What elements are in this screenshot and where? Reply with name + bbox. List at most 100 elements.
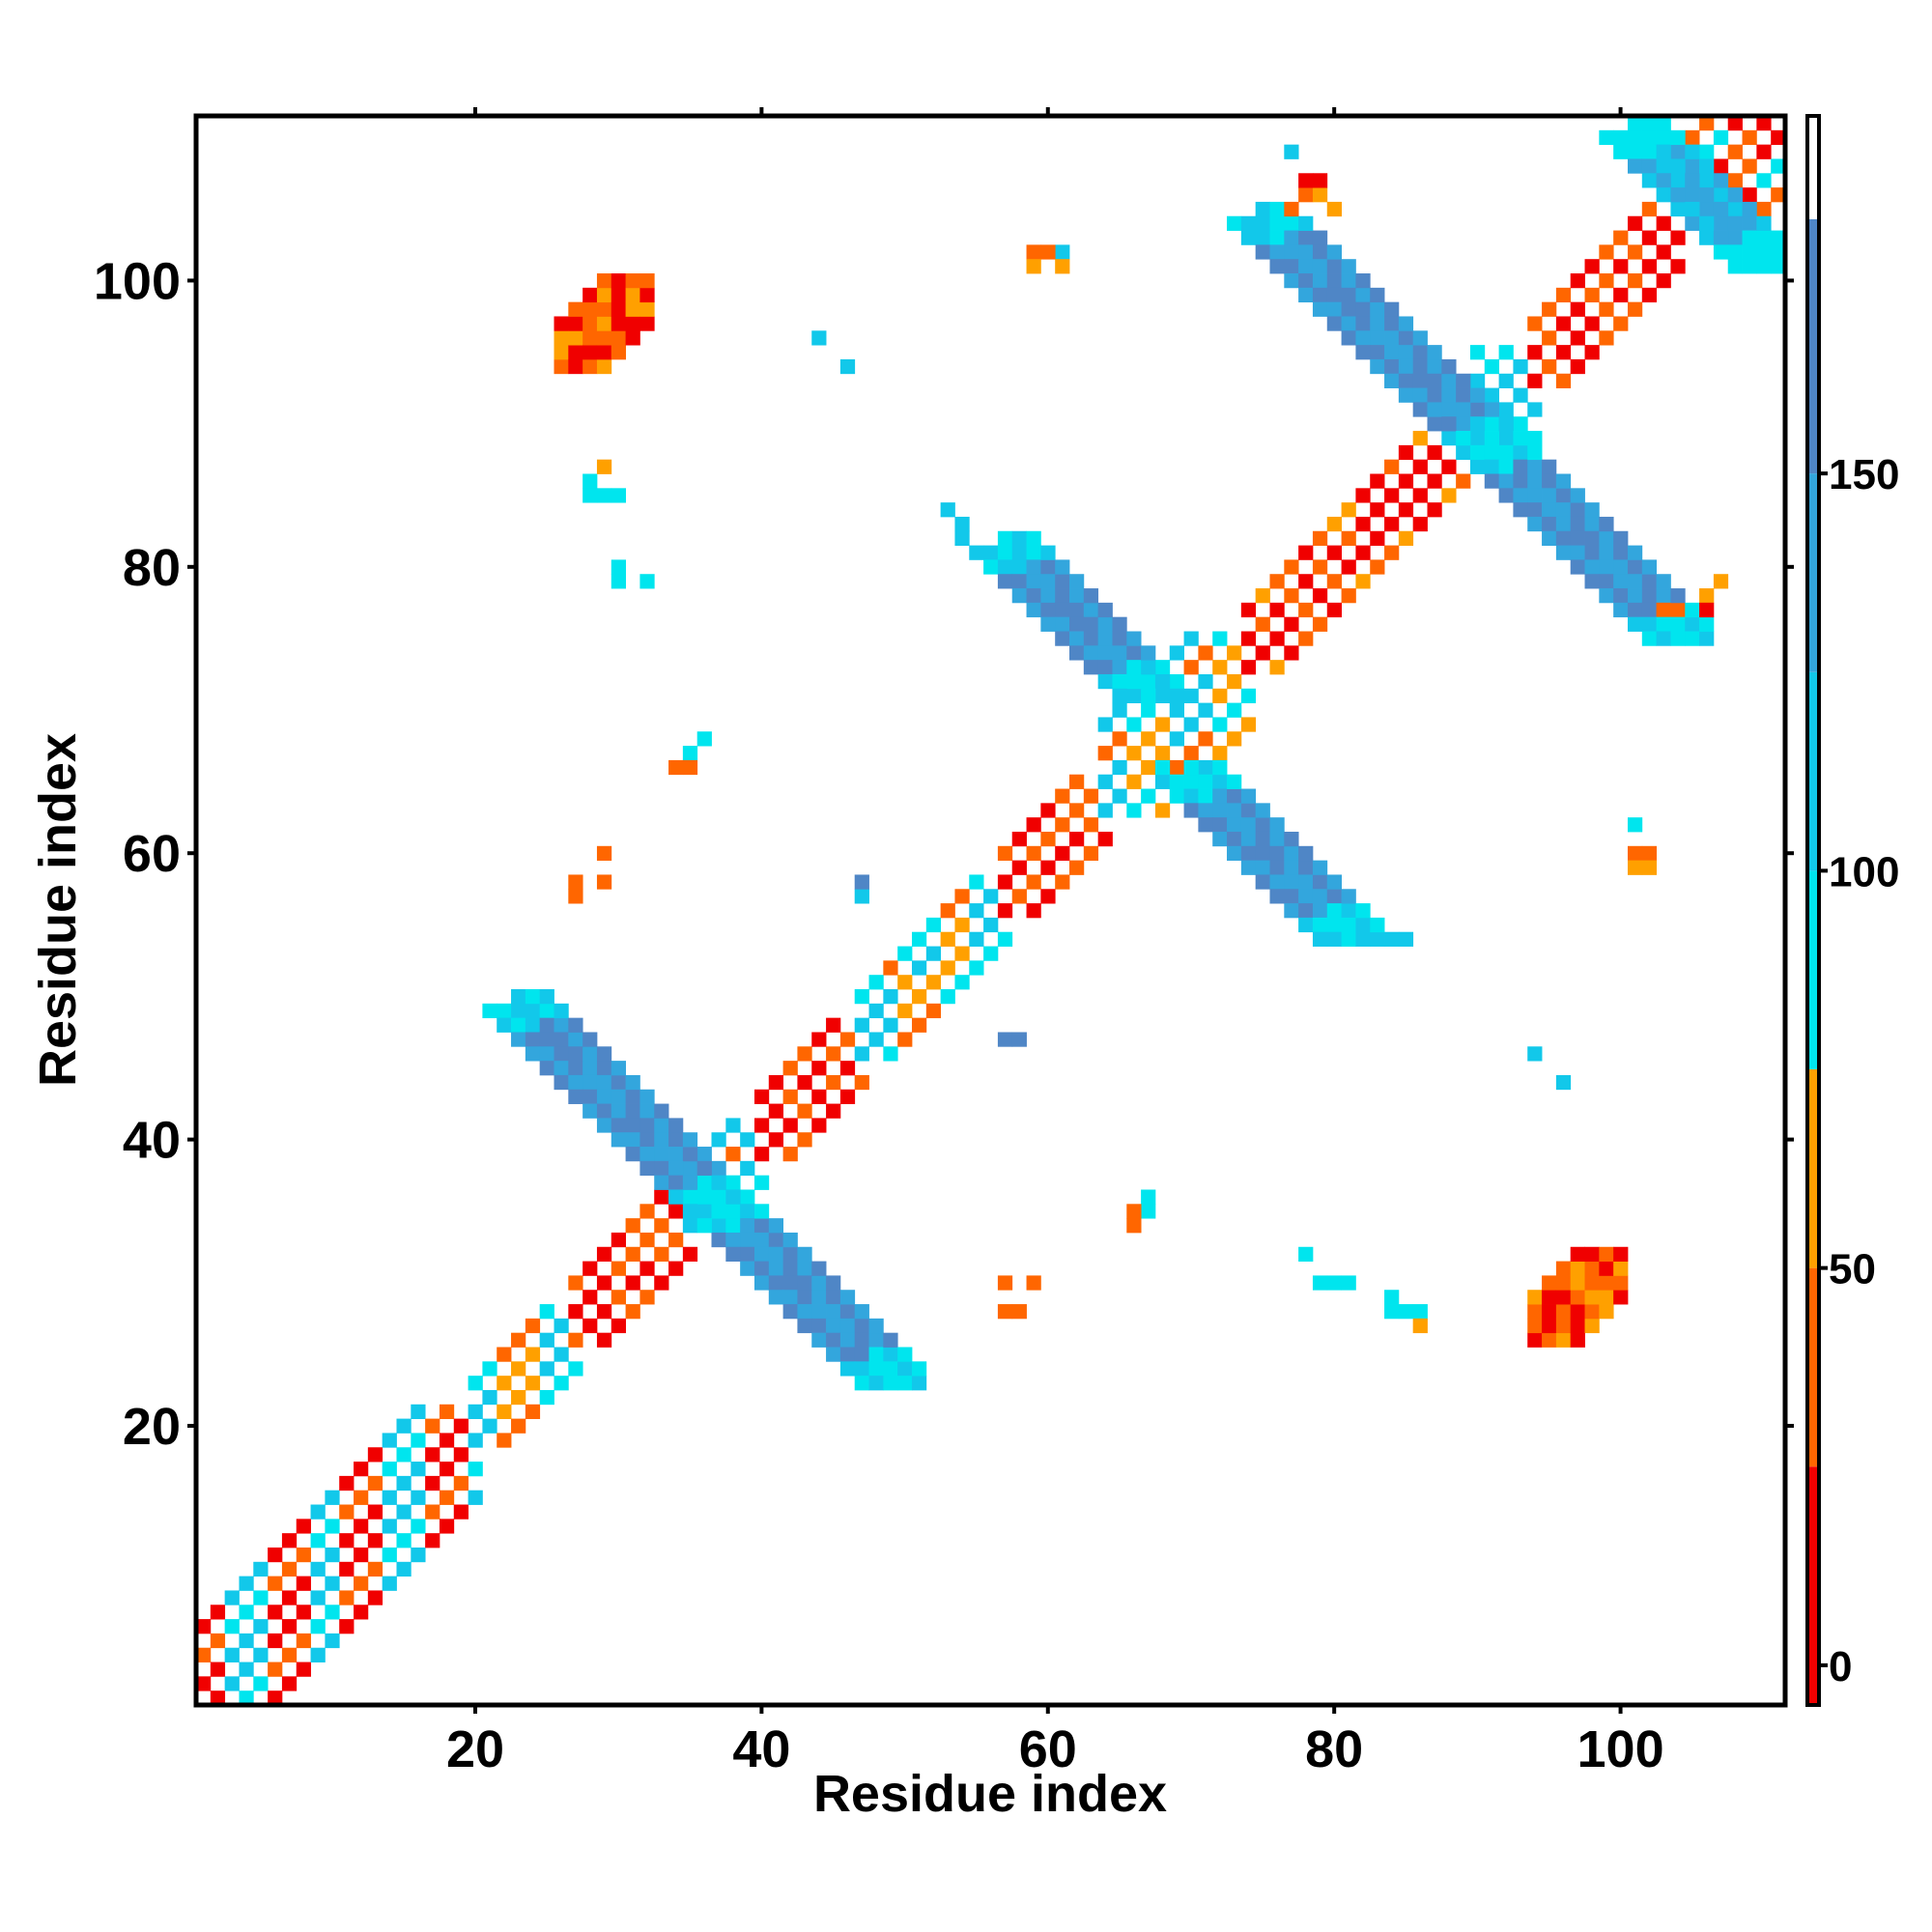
heatmap-cell bbox=[425, 1504, 440, 1520]
heatmap-cell bbox=[1141, 759, 1156, 776]
heatmap-cell bbox=[439, 1404, 455, 1419]
heatmap-cell bbox=[753, 1089, 770, 1104]
heatmap-cell bbox=[1498, 345, 1514, 360]
heatmap-cell bbox=[1326, 273, 1342, 289]
heatmap-cell bbox=[1312, 889, 1328, 904]
heatmap-cell bbox=[1613, 1246, 1629, 1262]
heatmap-cell bbox=[525, 1046, 541, 1062]
y-axis-ticks: 20 40 60 80 100 bbox=[94, 252, 1794, 1456]
heatmap-cell bbox=[1412, 488, 1428, 503]
heatmap-cell bbox=[1240, 688, 1257, 704]
heatmap-cell bbox=[983, 917, 999, 933]
heatmap-cell bbox=[611, 488, 626, 503]
heatmap-cell bbox=[1599, 574, 1614, 589]
heatmap-cell bbox=[1284, 874, 1299, 890]
heatmap-cell bbox=[883, 1332, 898, 1348]
colorbar-band bbox=[1807, 116, 1819, 219]
heatmap-cell bbox=[1298, 574, 1314, 589]
heatmap-cell bbox=[1613, 230, 1629, 245]
heatmap-cell bbox=[411, 1462, 426, 1477]
heatmap-cell bbox=[1771, 244, 1786, 260]
heatmap-cell bbox=[1326, 545, 1342, 560]
heatmap-cell bbox=[1613, 530, 1629, 546]
heatmap-cell bbox=[1584, 516, 1600, 532]
heatmap-cell bbox=[911, 989, 927, 1005]
heatmap-cell bbox=[1542, 530, 1557, 546]
heatmap-cell bbox=[1212, 631, 1228, 646]
heatmap-cell bbox=[711, 1204, 726, 1219]
heatmap-cell bbox=[1026, 574, 1041, 589]
heatmap-cell bbox=[554, 1061, 569, 1076]
heatmap-cell bbox=[1154, 759, 1171, 776]
heatmap-cell bbox=[725, 1175, 741, 1190]
heatmap-cell bbox=[654, 1147, 669, 1162]
heatmap-cell bbox=[411, 1404, 426, 1419]
heatmap-cell bbox=[396, 1447, 412, 1463]
heatmap-cell bbox=[897, 946, 913, 961]
heatmap-cell bbox=[1584, 559, 1600, 575]
colorbar-tick-label: 0 bbox=[1829, 1643, 1852, 1690]
heatmap-cell bbox=[868, 1361, 884, 1377]
heatmap-cell bbox=[711, 1175, 726, 1190]
heatmap-cell bbox=[511, 1003, 526, 1019]
heatmap-cell bbox=[539, 1032, 554, 1047]
heatmap-cell bbox=[997, 1275, 1013, 1291]
heatmap-cell bbox=[1212, 759, 1228, 776]
heatmap-cell bbox=[1627, 559, 1643, 575]
heatmap-cell bbox=[1670, 187, 1686, 203]
heatmap-cell bbox=[1713, 187, 1729, 203]
heatmap-cell bbox=[654, 1246, 669, 1262]
colorbar-frame bbox=[1805, 114, 1821, 1707]
heatmap-cell bbox=[997, 559, 1013, 575]
heatmap-cell bbox=[1097, 602, 1113, 618]
heatmap-cell bbox=[625, 316, 640, 331]
heatmap-cell bbox=[1284, 230, 1299, 245]
heatmap-cell bbox=[854, 889, 869, 904]
heatmap-cell bbox=[682, 1160, 698, 1177]
heatmap-cell bbox=[1312, 1275, 1328, 1291]
heatmap-cell bbox=[854, 1347, 869, 1362]
heatmap-cell bbox=[1011, 860, 1027, 875]
heatmap-cell bbox=[1326, 574, 1342, 589]
heatmap-cell bbox=[782, 1304, 798, 1320]
heatmap-cell bbox=[611, 1261, 626, 1276]
heatmap-cell bbox=[1183, 631, 1199, 646]
heatmap-cell bbox=[1355, 903, 1371, 919]
heatmap-cell bbox=[1341, 917, 1356, 933]
heatmap-cell bbox=[1542, 1332, 1557, 1348]
heatmap-cell bbox=[382, 1576, 397, 1591]
heatmap-cell bbox=[1083, 602, 1099, 618]
heatmap-cell bbox=[1713, 230, 1729, 245]
heatmap-cell bbox=[1742, 129, 1757, 146]
heatmap-cell bbox=[1641, 559, 1658, 575]
x-axis-title: Residue index bbox=[813, 1765, 1167, 1823]
heatmap-cells bbox=[196, 116, 1786, 1706]
heatmap-cell bbox=[1069, 860, 1085, 875]
heatmap-cell bbox=[511, 1032, 526, 1047]
heatmap-cell bbox=[1641, 201, 1658, 217]
heatmap-cell bbox=[468, 1376, 483, 1391]
heatmap-cell bbox=[1227, 702, 1242, 718]
heatmap-cell bbox=[1727, 187, 1743, 203]
colorbar-tick-label: 150 bbox=[1829, 451, 1899, 498]
heatmap-cell bbox=[1513, 444, 1528, 461]
heatmap-cell bbox=[1326, 917, 1342, 933]
heatmap-cell bbox=[1341, 259, 1356, 274]
heatmap-cell bbox=[239, 1605, 254, 1620]
heatmap-cell bbox=[1685, 616, 1700, 632]
heatmap-cell bbox=[1555, 1261, 1572, 1276]
heatmap-cell bbox=[1227, 774, 1242, 789]
heatmap-cell bbox=[1670, 616, 1686, 632]
heatmap-cell bbox=[1670, 158, 1686, 174]
heatmap-cell bbox=[1026, 588, 1041, 604]
heatmap-cell bbox=[1713, 129, 1729, 146]
y-tick-label: 20 bbox=[123, 1398, 181, 1456]
heatmap-cell bbox=[811, 1318, 827, 1334]
heatmap-cell bbox=[1284, 845, 1299, 862]
heatmap-cell bbox=[1183, 688, 1199, 704]
heatmap-cell bbox=[826, 1074, 841, 1091]
heatmap-cell bbox=[268, 1690, 283, 1706]
heatmap-cell bbox=[1771, 187, 1786, 203]
heatmap-cell bbox=[1370, 559, 1385, 575]
heatmap-cell bbox=[539, 989, 554, 1005]
